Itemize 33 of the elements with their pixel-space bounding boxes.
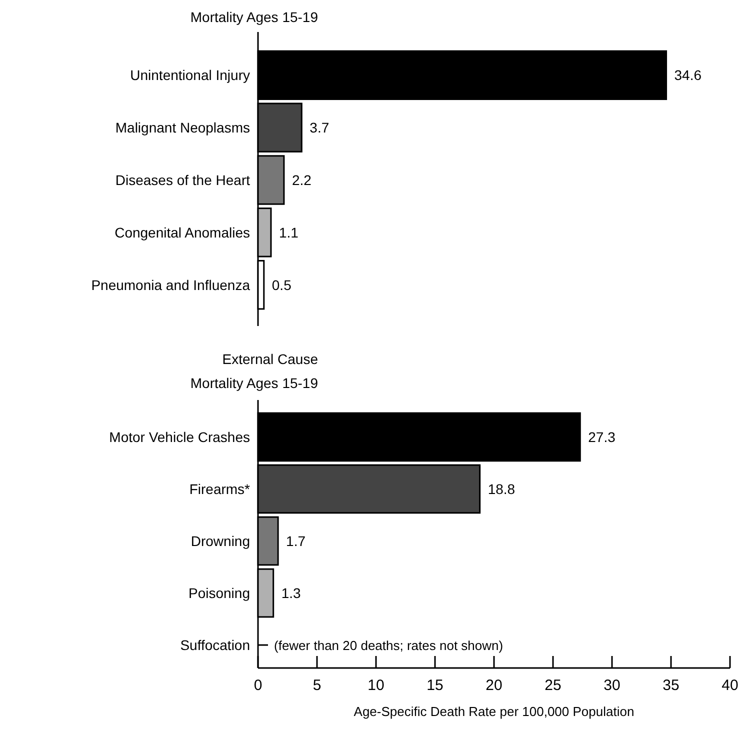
x-tick-label: 30 [604, 677, 620, 694]
data-label: 34.6 [674, 67, 702, 84]
y-tick-label: Congenital Anomalies [114, 224, 250, 240]
x-axis-title: Age-Specific Death Rate per 100,000 Population [354, 704, 634, 719]
x-tick-label: 35 [662, 677, 680, 694]
y-tick-label: Firearms* [189, 480, 251, 497]
annotation: (fewer than 20 deaths; rates not shown) [274, 638, 504, 654]
x-tick-label: 25 [544, 677, 562, 694]
data-label: 1.7 [286, 533, 306, 549]
x-tick-label: 40 [722, 677, 738, 694]
data-label: 1.1 [278, 224, 299, 240]
y-tick-label: Malignant Neoplasms [115, 120, 250, 136]
y-tick-label: Pneumonia and Influenza [91, 276, 250, 293]
y-tick-label: Unintentional Injury [130, 67, 250, 84]
data-label: 1.3 [281, 585, 302, 602]
data-label: 2.2 [292, 172, 312, 188]
chart-subtitle: Mortality Ages 15-19 [190, 375, 318, 391]
chart-title: External Cause [222, 351, 318, 367]
y-tick-label: Poisoning [188, 585, 250, 602]
chart-title: Mortality Ages 15-19 [190, 9, 318, 25]
x-tick-label: 0 [254, 677, 262, 694]
x-tick-label: 10 [368, 677, 384, 694]
x-tick-label: 5 [312, 677, 322, 694]
x-tick-label: 20 [486, 677, 502, 694]
x-tick-label: 15 [426, 677, 444, 694]
y-tick-label: Drowning [190, 533, 250, 549]
data-label: 27.3 [588, 428, 616, 445]
y-tick-label: Motor Vehicle Crashes [109, 428, 250, 445]
y-tick-label: Suffocation [180, 637, 250, 654]
data-label: 18.8 [488, 480, 516, 497]
data-label: 3.7 [310, 120, 330, 136]
data-label: 0.5 [272, 276, 292, 293]
y-tick-label: Diseases of the Heart [115, 172, 250, 188]
